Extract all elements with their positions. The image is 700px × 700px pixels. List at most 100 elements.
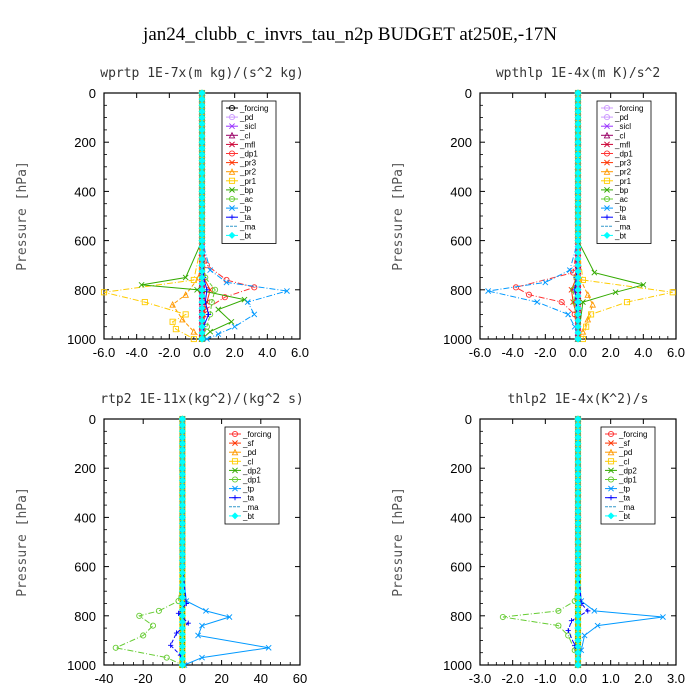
- data-point: [100, 289, 108, 296]
- legend-entry: _tp: [226, 204, 252, 213]
- series-line: [577, 93, 673, 340]
- y-tick-label: 600: [450, 234, 472, 249]
- legend-marker: [608, 467, 614, 474]
- legend-entry: _dp1: [605, 476, 637, 485]
- data-point: [228, 318, 235, 325]
- y-tick-label: 800: [450, 609, 472, 624]
- legend-marker: [229, 141, 235, 148]
- legend-label: _cl: [239, 131, 250, 140]
- legend-marker: [228, 177, 236, 184]
- x-tick-label: 1.0: [602, 671, 620, 686]
- legend-entry: _pr3: [226, 159, 257, 168]
- x-tick-label: 0.0: [569, 345, 587, 360]
- y-tick-label: 1000: [67, 658, 96, 673]
- y-tick-label: 400: [450, 510, 472, 525]
- data-point: [568, 618, 575, 624]
- legend: _forcing_pd_sicl_cl_mfl_dp1_pr3_pr2_pr1_…: [596, 100, 652, 244]
- legend-marker: [228, 104, 236, 112]
- legend-entry: _sf: [229, 439, 254, 448]
- legend-label: _dp1: [614, 150, 633, 159]
- legend-marker: [232, 467, 238, 474]
- data-point: [570, 269, 577, 276]
- legend-entry: _pd: [605, 448, 632, 457]
- legend-label: _cl: [614, 131, 625, 140]
- x-tick-label: 0.0: [193, 345, 211, 360]
- legend-label: _cl: [242, 457, 253, 466]
- legend-marker: [607, 458, 615, 465]
- data-point: [612, 289, 619, 296]
- legend-label: _ac: [614, 195, 628, 204]
- legend-marker: [228, 114, 236, 121]
- y-tick-label: 800: [74, 609, 96, 624]
- data-point: [589, 300, 597, 308]
- y-tick-label: 800: [74, 283, 96, 298]
- legend-marker: [607, 448, 615, 456]
- legend-label: _ma: [239, 222, 256, 231]
- data-point: [579, 276, 586, 284]
- legend-label: _forcing: [618, 430, 647, 439]
- x-tick-label: 2.0: [226, 345, 244, 360]
- y-tick-label: 200: [74, 461, 96, 476]
- legend-marker: [229, 205, 235, 212]
- data-point: [169, 318, 176, 325]
- data-point: [173, 630, 180, 636]
- y-tick-label: 1000: [443, 658, 472, 673]
- series-bt: [178, 415, 186, 669]
- data-point: [542, 279, 549, 286]
- legend-label: _pr1: [614, 177, 632, 186]
- data-point: [512, 284, 519, 291]
- legend-marker: [608, 440, 614, 447]
- x-tick-label: 40: [254, 671, 268, 686]
- chart-panel-4: thlp2 1E-4x(K^2)/s Pressure [hPa] -3.0 -2.0…: [391, 392, 685, 686]
- y-tick-label: 400: [450, 184, 472, 199]
- legend-label: _sicl: [239, 122, 256, 131]
- data-point: [640, 281, 647, 288]
- legend-marker: [607, 512, 615, 520]
- data-point: [588, 311, 595, 318]
- legend-entry: _ac: [601, 195, 628, 204]
- legend-label: _tp: [239, 204, 252, 213]
- x-tick-label: 60: [293, 671, 307, 686]
- data-point: [660, 614, 666, 620]
- legend-marker: [603, 131, 611, 139]
- legend-label: _dp1: [618, 476, 637, 485]
- data-point: [112, 644, 119, 651]
- data-point: [149, 622, 157, 629]
- legend-entry: _ta: [226, 213, 252, 222]
- legend-marker: [604, 141, 610, 148]
- legend-entry: _cl: [226, 131, 250, 140]
- x-tick-label: -6.0: [93, 345, 115, 360]
- legend-label: _tp: [242, 485, 255, 494]
- legend-label: _ma: [618, 503, 635, 512]
- x-tick-label: -2.0: [534, 345, 556, 360]
- legend-marker: [608, 485, 614, 492]
- legend-entry: _tp: [601, 204, 627, 213]
- legend-label: _ta: [242, 494, 255, 503]
- legend-entry: _bt: [226, 231, 252, 240]
- data-point: [226, 614, 233, 620]
- y-tick-label: 200: [450, 461, 472, 476]
- data-point: [244, 299, 251, 306]
- data-point: [584, 291, 592, 298]
- x-tick-label: 2.0: [634, 671, 652, 686]
- y-tick-label: 0: [89, 412, 96, 427]
- legend-marker: [231, 512, 239, 520]
- data-point: [203, 607, 209, 614]
- x-tick-label: 0.0: [569, 671, 587, 686]
- legend-label: _forcing: [242, 430, 271, 439]
- legend-entry: _pr2: [601, 168, 632, 177]
- legend-label: _dp1: [242, 476, 261, 485]
- data-point: [198, 335, 206, 343]
- legend-label: _cl: [618, 457, 629, 466]
- legend-entry: _ac: [226, 195, 253, 204]
- series-tp: [485, 90, 581, 342]
- data-point: [190, 276, 197, 284]
- legend-entry: _forcing: [226, 104, 268, 113]
- data-point: [205, 311, 212, 317]
- data-point: [199, 622, 205, 629]
- legend-marker: [228, 168, 236, 175]
- legend-marker: [228, 231, 236, 239]
- data-point: [190, 328, 198, 335]
- legend-marker: [229, 123, 235, 130]
- legend-marker: [232, 440, 238, 447]
